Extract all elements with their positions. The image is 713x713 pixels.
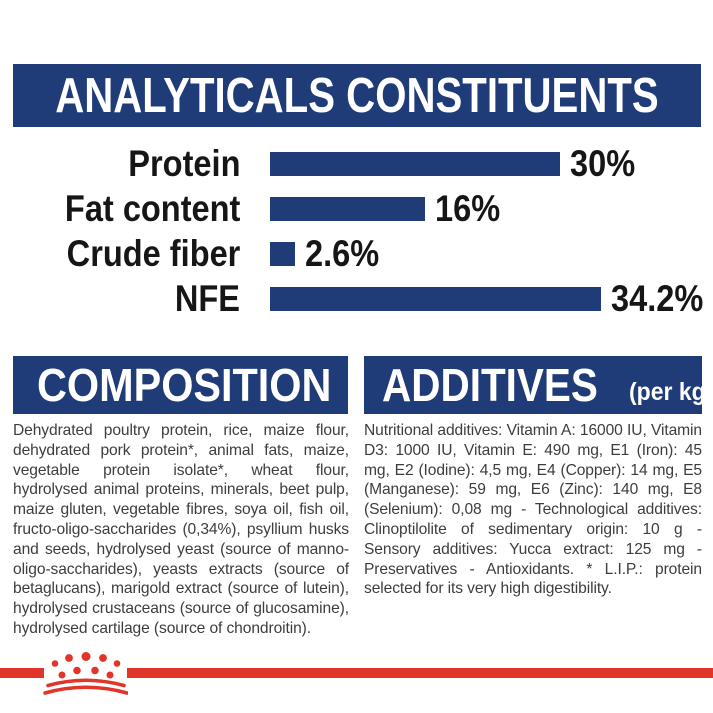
additives-header: ADDITIVES (per kg) — [364, 356, 713, 414]
brand-stripe-right — [127, 668, 713, 678]
chart-row: NFE 34.2% — [0, 278, 713, 319]
chart-row: Fat content 16% — [0, 188, 713, 229]
chart-bar — [270, 152, 560, 176]
analytical-constituents-header: ANALYTICALS CONSTITUENTS — [13, 64, 701, 127]
chart-bar — [270, 242, 295, 266]
additives-body: Nutritional additives: Vitamin A: 16000 … — [364, 422, 702, 598]
composition-title: COMPOSITION — [37, 359, 332, 411]
chart-value-label: 16% — [435, 188, 501, 229]
royal-canin-crown-icon — [43, 652, 128, 695]
chart-row: Protein 30% — [0, 143, 713, 184]
chart-value-label: 2.6% — [305, 233, 380, 274]
chart-row: Crude fiber 2.6% — [0, 233, 713, 274]
composition-body: Dehydrated poultry protein, rice, maize … — [13, 422, 349, 637]
chart-category-label: NFE — [174, 278, 240, 319]
chart-category-label: Crude fiber — [66, 233, 240, 274]
additives-subtitle: (per kg) — [629, 377, 713, 406]
chart-value-label: 30% — [570, 143, 636, 184]
analytical-constituents-title: ANALYTICALS CONSTITUENTS — [55, 68, 659, 123]
chart-bar — [270, 287, 601, 311]
chart-bar — [270, 197, 425, 221]
chart-category-label: Fat content — [64, 188, 240, 229]
additives-title: ADDITIVES — [382, 359, 598, 411]
brand-stripe-left — [0, 668, 44, 678]
chart-value-label: 34.2% — [611, 278, 704, 319]
composition-header: COMPOSITION — [13, 356, 348, 414]
chart-category-label: Protein — [127, 143, 240, 184]
